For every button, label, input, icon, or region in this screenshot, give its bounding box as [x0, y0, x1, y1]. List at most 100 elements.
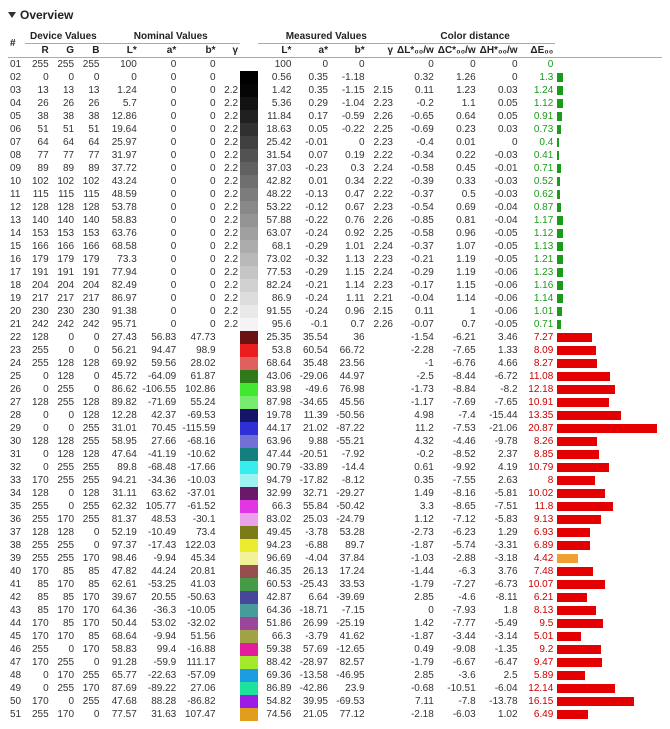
cell-mb: 0.19 [330, 149, 367, 162]
cell-dH: 1.02 [478, 708, 520, 721]
cell-bar [555, 578, 662, 591]
cell-nb: 0 [178, 110, 217, 123]
cell-dE: 9.5 [520, 617, 556, 630]
cell-bar [555, 487, 662, 500]
cell-nb: 107.47 [178, 708, 217, 721]
cell-R: 128 [25, 396, 50, 409]
cell-dE: 12.18 [520, 383, 556, 396]
cell-dL: -0.07 [395, 318, 436, 331]
cell-mL: 51.86 [258, 617, 294, 630]
cell-dH: -5.49 [478, 617, 520, 630]
cell-R: 115 [25, 188, 50, 201]
table-row: 1516616616668.58002.268.1-0.291.012.24-0… [8, 240, 662, 253]
table-row: 1111511511548.59002.248.22-0.130.472.22-… [8, 188, 662, 201]
cell-B: 204 [76, 279, 101, 292]
cell-nb: 111.17 [178, 656, 217, 669]
cell-ng: 2.2 [218, 123, 241, 136]
swatch-icon [240, 461, 258, 474]
cell-na: -10.49 [139, 526, 178, 539]
cell-mL: 42.82 [258, 175, 294, 188]
cell-bar [555, 188, 662, 201]
col-dE: ΔE₀₀ [520, 44, 556, 58]
cell-ma: 0.01 [293, 175, 330, 188]
cell-dE: 5.89 [520, 669, 556, 682]
swatch-icon [240, 162, 258, 175]
cell-na: 44.24 [139, 565, 178, 578]
cell-dL: -0.39 [395, 175, 436, 188]
cell-B: 128 [76, 357, 101, 370]
cell-dC: 0.45 [436, 162, 478, 175]
cell-index: 15 [8, 240, 25, 253]
cell-bar [555, 422, 662, 435]
cell-mg [367, 708, 395, 721]
cell-mg [367, 500, 395, 513]
cell-dL: 7.11 [395, 695, 436, 708]
cell-dL: 0.61 [395, 461, 436, 474]
disclosure-triangle-icon[interactable] [8, 12, 16, 18]
dE-bar [557, 372, 610, 381]
swatch-icon [240, 383, 258, 396]
cell-nb: 27.06 [178, 682, 217, 695]
cell-dE: 6.49 [520, 708, 556, 721]
cell-swatch [240, 201, 258, 214]
cell-mg: 2.24 [367, 240, 395, 253]
cell-mb: 17.24 [330, 565, 367, 578]
cell-mL: 63.07 [258, 227, 294, 240]
cell-mb: 45.56 [330, 396, 367, 409]
swatch-icon [240, 123, 258, 136]
cell-G: 140 [51, 214, 76, 227]
cell-na: 0 [139, 58, 178, 72]
cell-dE: 6.93 [520, 526, 556, 539]
swatch-icon [240, 500, 258, 513]
cell-index: 05 [8, 110, 25, 123]
cell-dC: 1.26 [436, 71, 478, 84]
cell-nb: 45.34 [178, 552, 217, 565]
table-row: 438517017064.36-36.3-10.0564.36-18.71-7.… [8, 604, 662, 617]
cell-ng [218, 500, 241, 513]
cell-bar [555, 552, 662, 565]
cell-nL: 31.97 [101, 149, 138, 162]
cell-dH: -0.03 [478, 188, 520, 201]
cell-swatch [240, 526, 258, 539]
cell-index: 22 [8, 331, 25, 344]
swatch-icon [240, 149, 258, 162]
swatch-icon [240, 370, 258, 383]
cell-dH: -6.72 [478, 370, 520, 383]
cell-nL: 77.94 [101, 266, 138, 279]
cell-na: 27.66 [139, 435, 178, 448]
cell-ma: -13.58 [293, 669, 330, 682]
cell-nL: 95.71 [101, 318, 138, 331]
cell-mb: 0.96 [330, 305, 367, 318]
cell-mg: 2.24 [367, 162, 395, 175]
cell-dH: -0.05 [478, 318, 520, 331]
cell-mb: -29.27 [330, 487, 367, 500]
cell-mb: 0.7 [330, 318, 367, 331]
cell-dL: 11.2 [395, 422, 436, 435]
cell-mg [367, 331, 395, 344]
dE-bar [557, 424, 656, 433]
cell-G: 0 [51, 487, 76, 500]
cell-dC: -4.6 [436, 591, 478, 604]
dE-bar [557, 203, 561, 212]
cell-na: 0 [139, 136, 178, 149]
dE-bar [557, 606, 596, 615]
cell-mL: 31.54 [258, 149, 294, 162]
cell-bar [555, 591, 662, 604]
cell-na: 53.02 [139, 617, 178, 630]
swatch-icon [240, 71, 258, 84]
cell-swatch [240, 162, 258, 175]
dE-bar [557, 476, 595, 485]
cell-na: -22.63 [139, 669, 178, 682]
cell-dL: -2.18 [395, 708, 436, 721]
cell-mg [367, 526, 395, 539]
cell-dE: 0.71 [520, 318, 556, 331]
cell-ng: 2.2 [218, 253, 241, 266]
swatch-icon [240, 279, 258, 292]
cell-nb: -32.02 [178, 617, 217, 630]
swatch-icon [240, 227, 258, 240]
cell-mg: 2.26 [367, 110, 395, 123]
cell-B: 0 [76, 526, 101, 539]
cell-mL: 86.89 [258, 682, 294, 695]
cell-mg [367, 539, 395, 552]
cell-dH: -0.04 [478, 201, 520, 214]
